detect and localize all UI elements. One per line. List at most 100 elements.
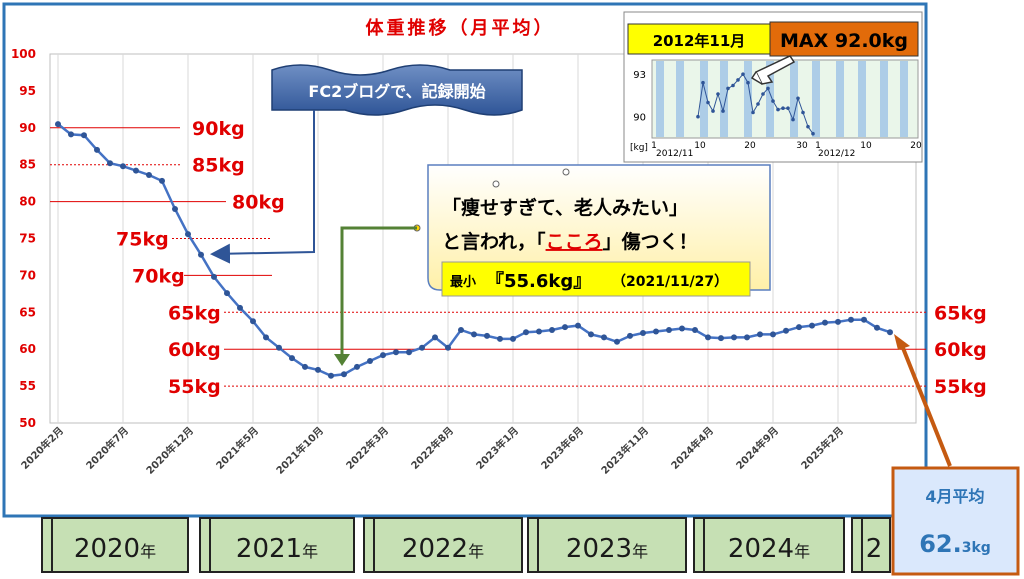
year-label: 2024年 — [728, 534, 810, 564]
data-point — [614, 338, 620, 345]
min-box — [441, 261, 751, 297]
inset-point — [791, 117, 795, 122]
inset-point — [731, 83, 735, 88]
quote-line2: と言われ，「こころ」傷つく！ — [442, 230, 698, 253]
year-cell — [851, 517, 891, 573]
data-point — [419, 344, 425, 351]
data-point — [744, 334, 750, 341]
weight-label-right: 65kg — [934, 302, 987, 324]
inset-band — [656, 61, 664, 137]
data-point — [588, 331, 594, 338]
inset-band — [676, 61, 684, 137]
data-point — [627, 332, 633, 339]
min-prefix: 最小 — [450, 275, 476, 290]
chart-title: 体重推移（月平均） — [366, 17, 555, 39]
year-number: 2024 — [728, 534, 794, 564]
data-point — [146, 172, 152, 178]
year-suffix: 年 — [632, 542, 648, 561]
data-point — [263, 334, 269, 341]
data-point — [640, 330, 646, 336]
inset-plot-area — [651, 59, 919, 139]
inset-x-tick: 10 — [694, 141, 706, 151]
inset-point — [761, 92, 765, 96]
year-cell — [693, 517, 845, 573]
data-point — [250, 318, 256, 325]
quote-line2-part-a: と言われ，「 — [442, 230, 546, 253]
data-point — [705, 334, 711, 341]
weight-label: 75kg — [116, 229, 169, 251]
y-tick-label: 60 — [19, 342, 36, 356]
inset-max-label: MAX 92.0kg — [780, 30, 908, 52]
data-point — [796, 324, 802, 331]
year-label: 2 — [866, 534, 883, 564]
data-point — [458, 327, 464, 333]
data-point — [536, 328, 542, 335]
inset-x-tick: 30 — [796, 141, 808, 151]
data-point — [315, 366, 321, 373]
inset-band — [744, 61, 752, 137]
monthly-average-tail: 3kg — [962, 540, 991, 556]
weight-labels: 90kg 85kg 80kg 75kg 70kg 65kg 60kg 55kg 65kg 60kg… — [116, 118, 987, 398]
quote-heart-word: こころ — [546, 231, 603, 253]
inset-band — [858, 61, 866, 137]
inset-point — [696, 114, 700, 119]
inset-line — [697, 73, 814, 134]
monthly-average-label: 4月平均 — [925, 487, 984, 506]
data-point — [367, 358, 373, 364]
inset-series — [696, 72, 815, 136]
weight-label: 85kg — [192, 155, 245, 177]
inset-point — [741, 72, 745, 76]
pointing-hand-icon — [750, 55, 796, 85]
inset-point — [746, 80, 750, 85]
data-point — [341, 371, 347, 378]
data-point — [770, 331, 776, 338]
data-point — [887, 329, 893, 336]
year-label: 2020年 — [74, 534, 156, 564]
inset-point — [721, 109, 725, 113]
y-tick-label: 70 — [19, 268, 36, 282]
min-arrow-head — [334, 354, 350, 366]
data-point — [523, 329, 529, 336]
data-point — [848, 316, 854, 323]
inset-x-tick: 1 — [651, 141, 657, 151]
data-point — [874, 324, 880, 331]
quote-callout: 「痩せすぎて、老人みたい」 と言われ，「こころ」傷つく！ 最小 『55.6kg』… — [334, 164, 771, 366]
data-point — [198, 251, 204, 258]
inset-point — [736, 78, 740, 82]
inset-point — [706, 100, 710, 105]
y-tick-label: 80 — [19, 195, 36, 209]
weight-label: 55kg — [168, 376, 221, 398]
inset-point — [801, 110, 805, 115]
data-point — [224, 290, 230, 297]
year-label: 2021年 — [236, 534, 318, 564]
inset-band — [766, 61, 774, 137]
data-point — [562, 324, 568, 331]
weight-label-right: 55kg — [934, 376, 987, 398]
inset-month-a: 2012/11 — [656, 149, 693, 159]
data-point — [276, 344, 282, 351]
data-point — [237, 304, 243, 311]
data-point — [211, 273, 217, 280]
weight-label: 65kg — [168, 302, 221, 324]
weight-label: 60kg — [168, 339, 221, 361]
data-point — [731, 334, 737, 341]
inset-bands — [656, 61, 908, 137]
data-point — [159, 177, 165, 184]
quote-line2-part-c: 」傷つく！ — [603, 230, 698, 253]
weight-label: 70kg — [132, 265, 185, 287]
y-tick-label: 95 — [19, 84, 36, 98]
inset-point — [766, 86, 770, 91]
inset-point — [751, 110, 755, 115]
data-point — [835, 318, 841, 325]
inset-date-label: 2012年11月 — [653, 32, 746, 50]
data-point — [354, 363, 360, 370]
y-axis: 50 55 60 65 70 75 80 85 90 95 100 — [11, 47, 36, 430]
data-point — [601, 334, 607, 341]
data-point — [549, 327, 555, 333]
inset-x-tick: 10 — [860, 141, 872, 151]
data-point — [783, 327, 789, 334]
quote-line1: 「痩せすぎて、老人みたい」 — [442, 196, 688, 219]
inset-max-box — [769, 21, 919, 57]
inset-x-tick: 20 — [744, 141, 756, 151]
data-point — [484, 332, 490, 339]
